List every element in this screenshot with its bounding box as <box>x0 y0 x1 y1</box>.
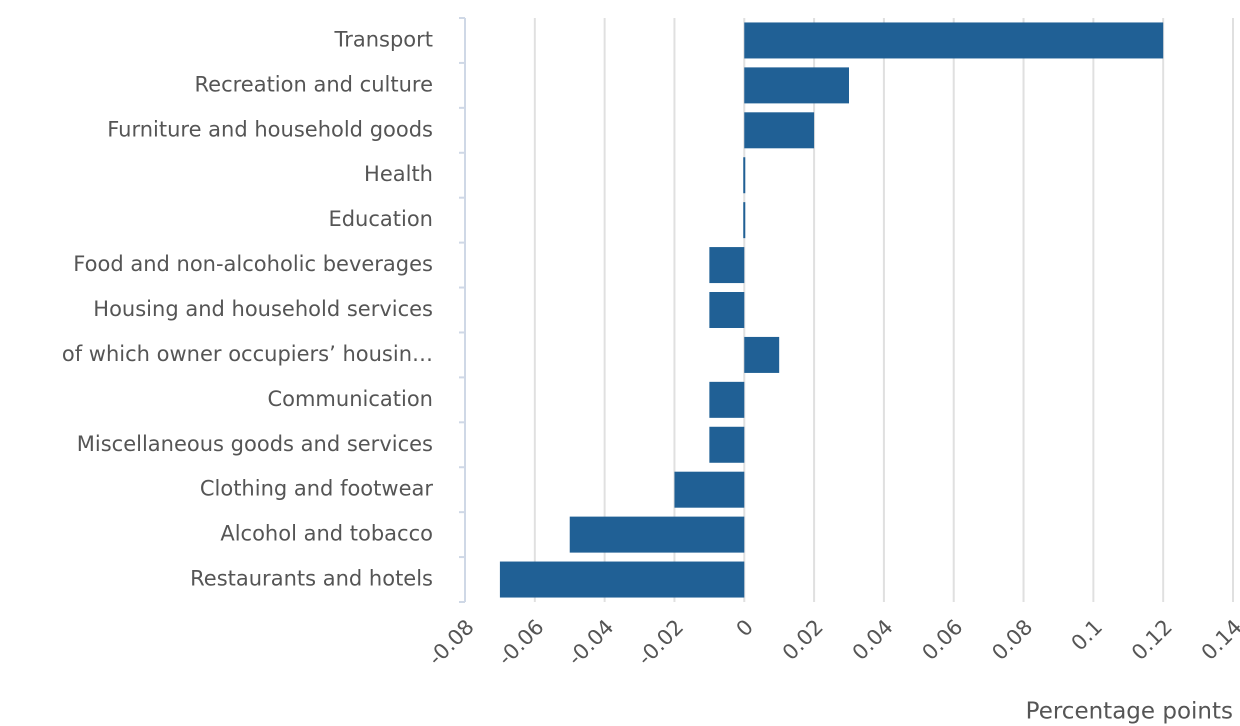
x-tick-label: -0.02 <box>633 615 688 670</box>
y-tick-label: Food and non-alcoholic beverages <box>73 252 433 276</box>
y-tick-label: Health <box>364 162 433 186</box>
x-tick-label: 0.1 <box>1067 615 1108 656</box>
bar <box>743 202 746 239</box>
bar <box>709 247 745 284</box>
x-tick-label: -0.04 <box>563 615 618 670</box>
x-tick-label: 0.08 <box>987 615 1037 665</box>
y-tick-label: Restaurants and hotels <box>190 567 433 591</box>
x-tick-label: -0.06 <box>493 615 548 670</box>
bar <box>674 471 745 508</box>
x-tick-label: 0.14 <box>1197 615 1240 665</box>
y-tick-label: Communication <box>267 387 433 411</box>
bar <box>569 516 745 553</box>
y-tick-label: Furniture and household goods <box>107 117 433 141</box>
y-tick-label: Miscellaneous goods and services <box>77 432 433 456</box>
x-tick-label: 0.04 <box>848 615 898 665</box>
y-tick-label: of which owner occupiers’ housin… <box>62 342 433 366</box>
bar <box>744 336 780 373</box>
bar <box>743 157 746 194</box>
x-tick-label: 0.12 <box>1127 615 1177 665</box>
bar <box>744 67 849 104</box>
bar <box>499 561 745 598</box>
x-tick-label: 0.02 <box>778 615 828 665</box>
x-tick-label: 0.06 <box>917 615 967 665</box>
y-tick-label: Alcohol and tobacco <box>220 522 433 546</box>
x-tick-label: 0 <box>732 615 758 641</box>
y-tick-label: Recreation and culture <box>195 72 434 96</box>
bar <box>709 426 745 463</box>
y-tick-label: Education <box>328 207 433 231</box>
y-tick-label: Transport <box>333 27 433 51</box>
x-tick-label: -0.08 <box>423 615 478 670</box>
bar <box>744 112 815 149</box>
y-tick-label: Housing and household services <box>93 297 433 321</box>
bar <box>709 292 745 328</box>
bar <box>709 381 745 418</box>
x-axis-label: Percentage points <box>1026 699 1233 725</box>
bar <box>744 22 1164 59</box>
y-tick-label: Clothing and footwear <box>200 477 434 501</box>
